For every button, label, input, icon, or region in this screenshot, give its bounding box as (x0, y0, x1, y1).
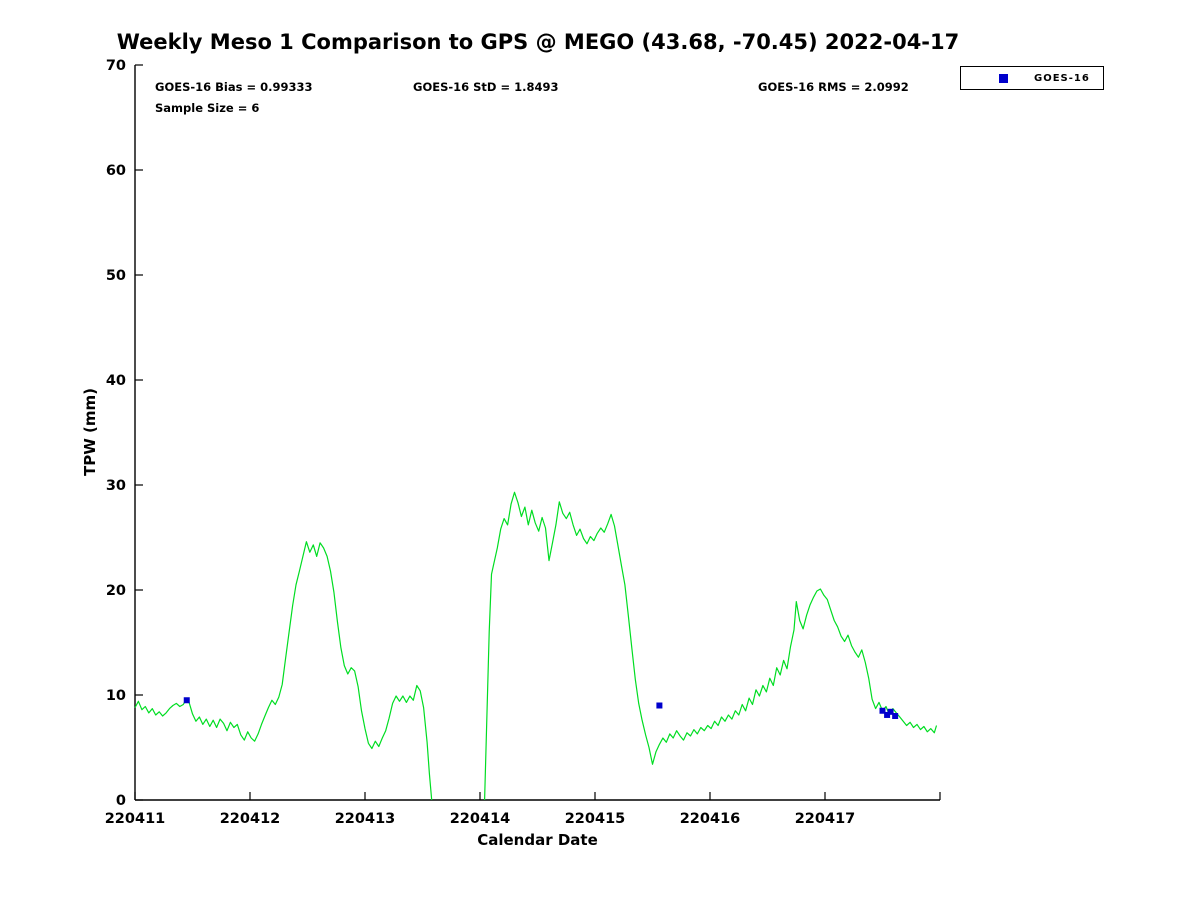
annotation-rms: GOES-16 RMS = 2.0992 (758, 80, 909, 94)
legend-goes16-marker-icon (999, 73, 1008, 83)
annotation-bias: GOES-16 Bias = 0.99333 (155, 80, 313, 94)
svg-text:220413: 220413 (335, 811, 396, 827)
legend-box: GOES-16 (960, 66, 1104, 90)
svg-text:220417: 220417 (795, 811, 856, 827)
svg-text:0: 0 (116, 793, 126, 809)
svg-text:10: 10 (106, 688, 126, 704)
svg-text:40: 40 (106, 373, 126, 389)
chart-title: Weekly Meso 1 Comparison to GPS @ MEGO (… (116, 30, 960, 54)
svg-text:20: 20 (106, 583, 126, 599)
svg-text:220414: 220414 (450, 811, 511, 827)
x-axis-label: Calendar Date (477, 831, 598, 849)
svg-text:30: 30 (106, 478, 126, 494)
svg-text:50: 50 (106, 268, 126, 284)
svg-text:70: 70 (106, 58, 126, 74)
svg-text:220416: 220416 (680, 811, 741, 827)
svg-text:60: 60 (106, 163, 126, 179)
annotation-sample-size: Sample Size = 6 (155, 101, 260, 115)
annotation-std: GOES-16 StD = 1.8493 (413, 80, 559, 94)
svg-text:220415: 220415 (565, 811, 626, 827)
svg-text:220412: 220412 (220, 811, 281, 827)
legend-goes16-label: GOES-16 (1034, 72, 1090, 84)
svg-text:220411: 220411 (105, 811, 166, 827)
